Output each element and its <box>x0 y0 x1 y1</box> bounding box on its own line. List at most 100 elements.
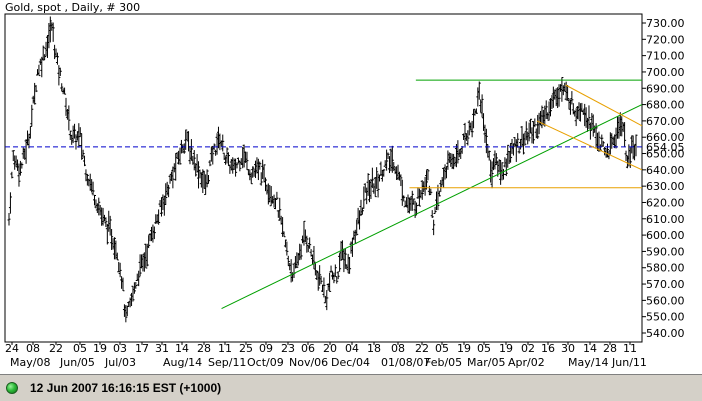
price-bar <box>386 152 390 159</box>
x-day-label: 08 <box>391 342 405 355</box>
x-date-label: 01/08/07 <box>381 356 430 369</box>
x-day-label: 11 <box>623 342 637 355</box>
y-tick-label: 700.00 <box>646 66 685 79</box>
price-bar <box>501 168 505 180</box>
price-bar <box>549 98 552 117</box>
chart-title: Gold, spot , Daily, # 300 <box>5 1 140 14</box>
price-bar <box>7 213 11 226</box>
x-date-label: Dec/04 <box>331 356 370 369</box>
price-bar <box>34 85 38 93</box>
x-day-label: 18 <box>367 342 381 355</box>
price-bar <box>115 252 119 261</box>
price-bar <box>53 44 57 60</box>
y-tick-label: 640.00 <box>646 164 685 177</box>
price-bar <box>312 245 316 270</box>
price-bar <box>144 243 148 269</box>
x-day-label: 28 <box>197 342 211 355</box>
y-axis: 730.00 720.00 710.00 700.00 690.00 680.00 670.… <box>642 17 685 340</box>
x-day-label: 06 <box>301 342 315 355</box>
price-bar <box>285 241 289 256</box>
x-day-label: 19 <box>499 342 513 355</box>
price-chart[interactable]: Gold, spot , Daily, # 300 730.00 720.00 71… <box>0 0 702 374</box>
price-bar <box>318 265 322 286</box>
x-day-label: 22 <box>49 342 63 355</box>
x-date-label: May/14 <box>568 356 608 369</box>
price-bar <box>105 223 109 245</box>
x-date-label: Feb/05 <box>425 356 462 369</box>
price-bar <box>527 122 531 142</box>
price-bar <box>30 104 34 127</box>
price-bar <box>145 243 149 267</box>
price-bar <box>410 190 414 211</box>
price-bar <box>432 219 436 236</box>
price-bar <box>67 105 71 131</box>
price-bar <box>286 255 290 266</box>
price-bar <box>509 142 513 163</box>
price-bar <box>402 195 406 202</box>
price-bar <box>466 130 470 146</box>
x-day-label: 22 <box>415 342 429 355</box>
x-date-label: Mar/05 <box>467 356 505 369</box>
price-bar <box>124 304 128 323</box>
price-bar <box>17 163 21 187</box>
price-bar <box>104 217 108 228</box>
price-bar <box>366 173 370 196</box>
x-day-label: 31 <box>155 342 169 355</box>
status-bar: 12 Jun 2007 16:16:15 EST (+1000) <box>0 374 702 401</box>
x-day-label: 20 <box>323 342 337 355</box>
x-day-label: 03 <box>113 342 127 355</box>
price-bar <box>282 231 286 238</box>
price-bar <box>51 22 55 42</box>
price-bar <box>194 163 198 177</box>
price-bar <box>171 166 175 189</box>
price-bar <box>235 162 239 169</box>
price-bar <box>523 132 527 146</box>
price-bar <box>570 91 574 105</box>
y-tick-label: 610.00 <box>646 213 685 226</box>
price-bar <box>355 219 359 236</box>
price-bar <box>132 282 136 294</box>
y-tick-label: 590.00 <box>646 245 685 258</box>
price-bar <box>385 149 389 171</box>
x-day-label: 14 <box>175 342 189 355</box>
price-bar <box>601 140 605 147</box>
x-date-label: Apr/02 <box>508 356 545 369</box>
y-tick-label: 720.00 <box>646 33 685 46</box>
price-bar <box>278 197 282 221</box>
price-bar <box>382 169 386 177</box>
price-bar <box>8 192 12 214</box>
price-bar <box>182 143 186 154</box>
price-bar <box>264 177 267 192</box>
price-bar <box>305 235 309 253</box>
price-bar <box>544 100 548 119</box>
price-bar <box>48 16 52 43</box>
price-bar <box>429 188 433 195</box>
price-bar <box>207 174 210 185</box>
y-tick-label: 540.00 <box>646 327 685 340</box>
price-bar <box>20 162 24 169</box>
price-bar <box>480 94 484 118</box>
price-bar <box>362 186 366 209</box>
price-bar <box>322 277 326 298</box>
x-date-label: May/08 <box>10 356 50 369</box>
x-date-label: Aug/14 <box>163 356 202 369</box>
price-bar <box>420 180 424 200</box>
price-bar <box>83 155 87 167</box>
price-bar <box>332 272 336 284</box>
price-bar <box>477 81 481 100</box>
price-bar <box>531 121 535 144</box>
x-day-label: 11 <box>218 342 232 355</box>
chart-area: Gold, spot , Daily, # 300 730.00 720.00 71… <box>0 0 702 374</box>
price-bar <box>430 210 434 218</box>
price-bar <box>333 264 337 277</box>
price-bar <box>329 265 333 273</box>
price-bar <box>108 215 112 236</box>
y-tick-label: 580.00 <box>646 262 685 275</box>
x-day-label: 05 <box>73 342 87 355</box>
x-day-label: 09 <box>259 342 273 355</box>
price-bar <box>299 244 303 260</box>
price-bar <box>517 146 521 154</box>
price-bar <box>249 172 253 185</box>
price-bar <box>60 83 64 92</box>
price-bar <box>41 45 45 61</box>
